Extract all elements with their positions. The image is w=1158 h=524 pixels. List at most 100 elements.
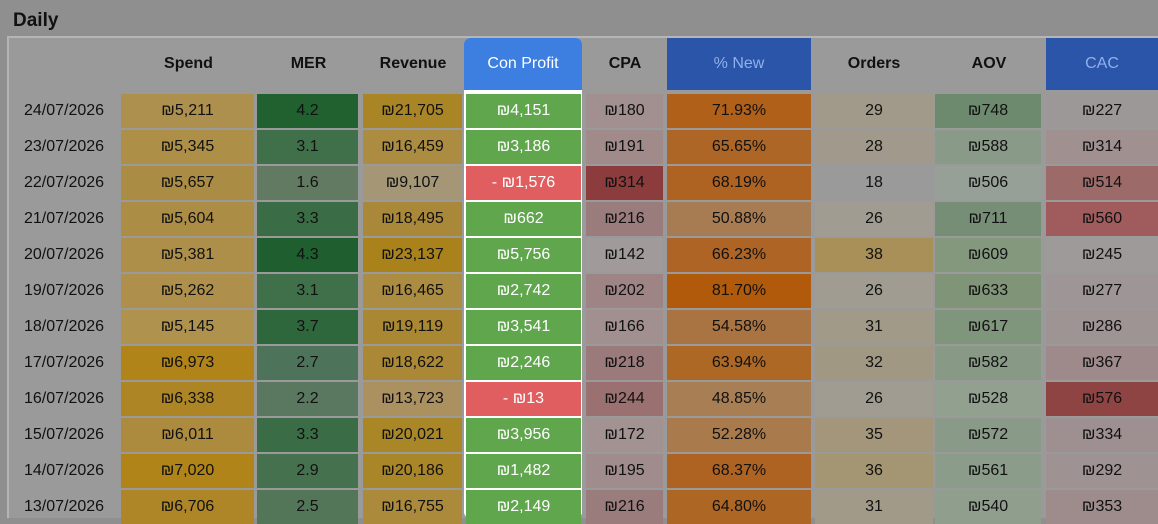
header-spend[interactable]: Spend bbox=[164, 55, 213, 72]
aov-cell: ₪506 bbox=[935, 166, 1041, 200]
pct-new-cell: 54.58% bbox=[667, 310, 811, 344]
mer-cell: 3.3 bbox=[257, 202, 358, 236]
aov-cell: ₪609 bbox=[935, 238, 1041, 272]
table-row[interactable]: 21/07/2026 ₪5,604 3.3 ₪18,495 ₪662 ₪216 50.88%… bbox=[0, 202, 1158, 236]
table-row[interactable]: 17/07/2026 ₪6,973 2.7 ₪18,622 ₪2,246 ₪218 63.9… bbox=[0, 346, 1158, 380]
mer-cell: 3.7 bbox=[257, 310, 358, 344]
table-row[interactable]: 16/07/2026 ₪6,338 2.2 ₪13,723- ₪13 ₪244 48.85… bbox=[0, 382, 1158, 416]
con-profit-cell: ₪2,246 bbox=[466, 346, 581, 380]
mer-cell: 2.9 bbox=[257, 454, 358, 488]
orders-cell: 36 bbox=[815, 454, 933, 488]
spend-cell: ₪5,262 bbox=[121, 274, 254, 308]
aov-cell: ₪540 bbox=[935, 490, 1041, 524]
cac-cell: ₪334 bbox=[1046, 418, 1158, 452]
con-profit-cell: ₪662 bbox=[466, 202, 581, 236]
revenue-cell: ₪20,186 bbox=[363, 454, 462, 488]
orders-cell: 31 bbox=[815, 310, 933, 344]
con-profit-cell: ₪3,541 bbox=[466, 310, 581, 344]
date-cell: 24/07/2026 bbox=[24, 102, 105, 119]
date-cell: 18/07/2026 bbox=[24, 318, 105, 335]
revenue-cell: ₪20,021 bbox=[363, 418, 462, 452]
pct-new-cell: 48.85% bbox=[667, 382, 811, 416]
pct-new-cell: 63.94% bbox=[667, 346, 811, 380]
cac-cell: ₪286 bbox=[1046, 310, 1158, 344]
date-cell: 14/07/2026 bbox=[24, 462, 105, 479]
con-profit-cell: - ₪13 bbox=[466, 382, 581, 416]
spend-cell: ₪5,345 bbox=[121, 130, 254, 164]
cpa-cell: ₪314 bbox=[586, 166, 663, 200]
spend-cell: ₪5,211 bbox=[121, 94, 254, 128]
con-profit-cell: ₪5,756 bbox=[466, 238, 581, 272]
cac-cell: ₪514 bbox=[1046, 166, 1158, 200]
aov-cell: ₪617 bbox=[935, 310, 1041, 344]
revenue-cell: ₪13,723 bbox=[363, 382, 462, 416]
revenue-cell: ₪9,107 bbox=[363, 166, 462, 200]
date-cell: 22/07/2026 bbox=[24, 174, 105, 191]
header-revenue[interactable]: Revenue bbox=[379, 55, 447, 72]
con-profit-cell: - ₪1,576 bbox=[466, 166, 581, 200]
aov-cell: ₪582 bbox=[935, 346, 1041, 380]
spend-cell: ₪6,973 bbox=[121, 346, 254, 380]
cac-cell: ₪277 bbox=[1046, 274, 1158, 308]
date-cell: 21/07/2026 bbox=[24, 210, 105, 227]
table-row[interactable]: 19/07/2026 ₪5,262 3.1 ₪16,465 ₪2,742 ₪202 81.7… bbox=[0, 274, 1158, 308]
date-cell: 20/07/2026 bbox=[24, 246, 105, 263]
con-profit-cell: ₪3,186 bbox=[466, 130, 581, 164]
header-cac[interactable]: CAC bbox=[1046, 38, 1158, 90]
table-row[interactable]: 18/07/2026 ₪5,145 3.7 ₪19,119 ₪3,541 ₪166 54.5… bbox=[0, 310, 1158, 344]
mer-cell: 1.6 bbox=[257, 166, 358, 200]
mer-cell: 3.3 bbox=[257, 418, 358, 452]
section-title: Daily bbox=[13, 10, 59, 31]
mer-cell: 2.5 bbox=[257, 490, 358, 524]
table-row[interactable]: 23/07/2026 ₪5,345 3.1 ₪16,459 ₪3,186 ₪191 65.6… bbox=[0, 130, 1158, 164]
date-cell: 15/07/2026 bbox=[24, 426, 105, 443]
pct-new-cell: 68.37% bbox=[667, 454, 811, 488]
revenue-cell: ₪18,495 bbox=[363, 202, 462, 236]
orders-cell: 29 bbox=[815, 94, 933, 128]
table-row[interactable]: 13/07/2026 ₪6,706 2.5 ₪16,755 ₪2,149 ₪216 64.8… bbox=[0, 490, 1158, 524]
cac-cell: ₪576 bbox=[1046, 382, 1158, 416]
mer-cell: 2.7 bbox=[257, 346, 358, 380]
table-row[interactable]: 24/07/2026 ₪5,211 4.2 ₪21,705 ₪4,151 ₪180 71.9… bbox=[0, 94, 1158, 128]
aov-cell: ₪711 bbox=[935, 202, 1041, 236]
spend-cell: ₪5,145 bbox=[121, 310, 254, 344]
cpa-cell: ₪191 bbox=[586, 130, 663, 164]
orders-cell: 35 bbox=[815, 418, 933, 452]
mer-cell: 3.1 bbox=[257, 274, 358, 308]
spend-cell: ₪5,604 bbox=[121, 202, 254, 236]
spend-cell: ₪6,011 bbox=[121, 418, 254, 452]
pct-new-cell: 50.88% bbox=[667, 202, 811, 236]
table-row[interactable]: 15/07/2026 ₪6,011 3.3 ₪20,021 ₪3,956 ₪172 52.2… bbox=[0, 418, 1158, 452]
cpa-cell: ₪142 bbox=[586, 238, 663, 272]
date-cell: 23/07/2026 bbox=[24, 138, 105, 155]
date-cell: 16/07/2026 bbox=[24, 390, 105, 407]
revenue-cell: ₪18,622 bbox=[363, 346, 462, 380]
pct-new-cell: 68.19% bbox=[667, 166, 811, 200]
orders-cell: 18 bbox=[815, 166, 933, 200]
header-orders[interactable]: Orders bbox=[847, 55, 901, 72]
spend-cell: ₪6,338 bbox=[121, 382, 254, 416]
aov-cell: ₪748 bbox=[935, 94, 1041, 128]
table-row[interactable]: 20/07/2026 ₪5,381 4.3 ₪23,137 ₪5,756 ₪142 66.2… bbox=[0, 238, 1158, 272]
header-con-profit[interactable]: Con Profit bbox=[464, 38, 582, 90]
con-profit-cell: ₪1,482 bbox=[466, 454, 581, 488]
orders-cell: 26 bbox=[815, 274, 933, 308]
orders-cell: 32 bbox=[815, 346, 933, 380]
spend-cell: ₪6,706 bbox=[121, 490, 254, 524]
header-pct-new[interactable]: % New bbox=[667, 38, 811, 90]
pct-new-cell: 71.93% bbox=[667, 94, 811, 128]
header-mer[interactable]: MER bbox=[290, 55, 327, 72]
orders-cell: 26 bbox=[815, 202, 933, 236]
pct-new-cell: 66.23% bbox=[667, 238, 811, 272]
header-cpa[interactable]: CPA bbox=[608, 55, 642, 72]
cpa-cell: ₪218 bbox=[586, 346, 663, 380]
cac-cell: ₪560 bbox=[1046, 202, 1158, 236]
table-row[interactable]: 14/07/2026 ₪7,020 2.9 ₪20,186 ₪1,482 ₪195 68.3… bbox=[0, 454, 1158, 488]
cac-cell: ₪314 bbox=[1046, 130, 1158, 164]
con-profit-cell: ₪4,151 bbox=[466, 94, 581, 128]
cpa-cell: ₪172 bbox=[586, 418, 663, 452]
revenue-cell: ₪19,119 bbox=[363, 310, 462, 344]
cac-cell: ₪227 bbox=[1046, 94, 1158, 128]
table-row[interactable]: 22/07/2026 ₪5,657 1.6 ₪9,107- ₪1,576 ₪314 68.… bbox=[0, 166, 1158, 200]
header-aov[interactable]: AOV bbox=[971, 55, 1007, 72]
